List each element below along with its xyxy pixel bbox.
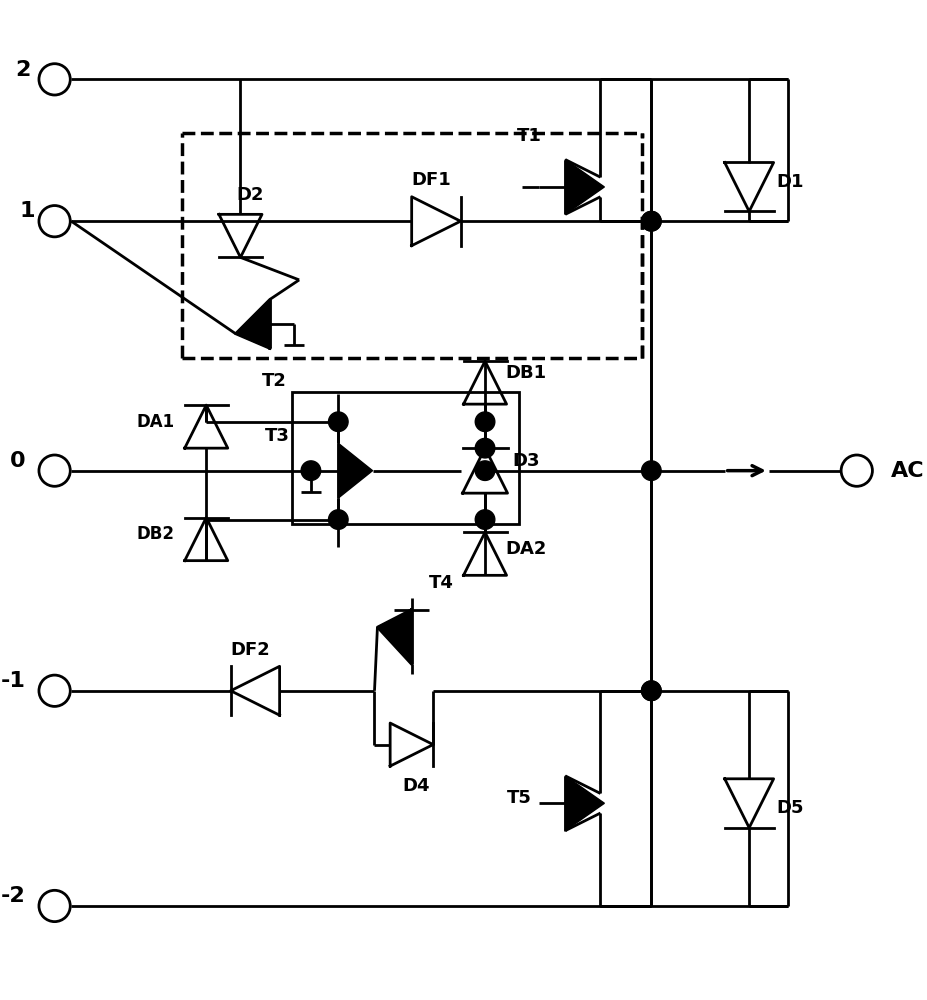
Text: DB2: DB2 [136, 525, 174, 543]
Circle shape [476, 510, 495, 529]
Text: D1: D1 [777, 173, 804, 191]
Circle shape [641, 681, 661, 701]
Circle shape [641, 461, 661, 480]
Text: DA2: DA2 [505, 540, 547, 558]
Polygon shape [565, 776, 604, 831]
Text: -2: -2 [1, 886, 26, 906]
Text: AC: AC [891, 461, 924, 481]
Text: 2: 2 [16, 60, 31, 80]
Text: T2: T2 [262, 372, 287, 390]
Text: -1: -1 [1, 671, 26, 691]
Text: T4: T4 [428, 574, 453, 592]
Circle shape [476, 461, 495, 480]
Text: D3: D3 [513, 452, 540, 470]
Text: 0: 0 [9, 451, 25, 471]
Text: 1: 1 [19, 201, 35, 221]
Text: DA1: DA1 [136, 413, 174, 431]
Text: D4: D4 [403, 777, 430, 795]
Circle shape [328, 510, 348, 529]
Bar [292, 392, 519, 524]
Text: DB1: DB1 [505, 364, 547, 382]
Circle shape [301, 461, 321, 480]
Polygon shape [235, 299, 270, 348]
Text: T3: T3 [265, 427, 290, 445]
Circle shape [328, 412, 348, 432]
Text: T5: T5 [507, 789, 532, 807]
Text: D5: D5 [777, 799, 804, 817]
Polygon shape [565, 160, 604, 214]
Text: DF1: DF1 [412, 171, 451, 189]
Circle shape [641, 211, 661, 231]
Circle shape [476, 438, 495, 458]
Circle shape [641, 681, 661, 701]
Circle shape [641, 211, 661, 231]
Polygon shape [338, 443, 373, 498]
Text: DF2: DF2 [231, 641, 270, 659]
Text: D2: D2 [236, 186, 264, 204]
Circle shape [476, 412, 495, 432]
Polygon shape [377, 610, 412, 664]
Text: T1: T1 [516, 127, 541, 145]
